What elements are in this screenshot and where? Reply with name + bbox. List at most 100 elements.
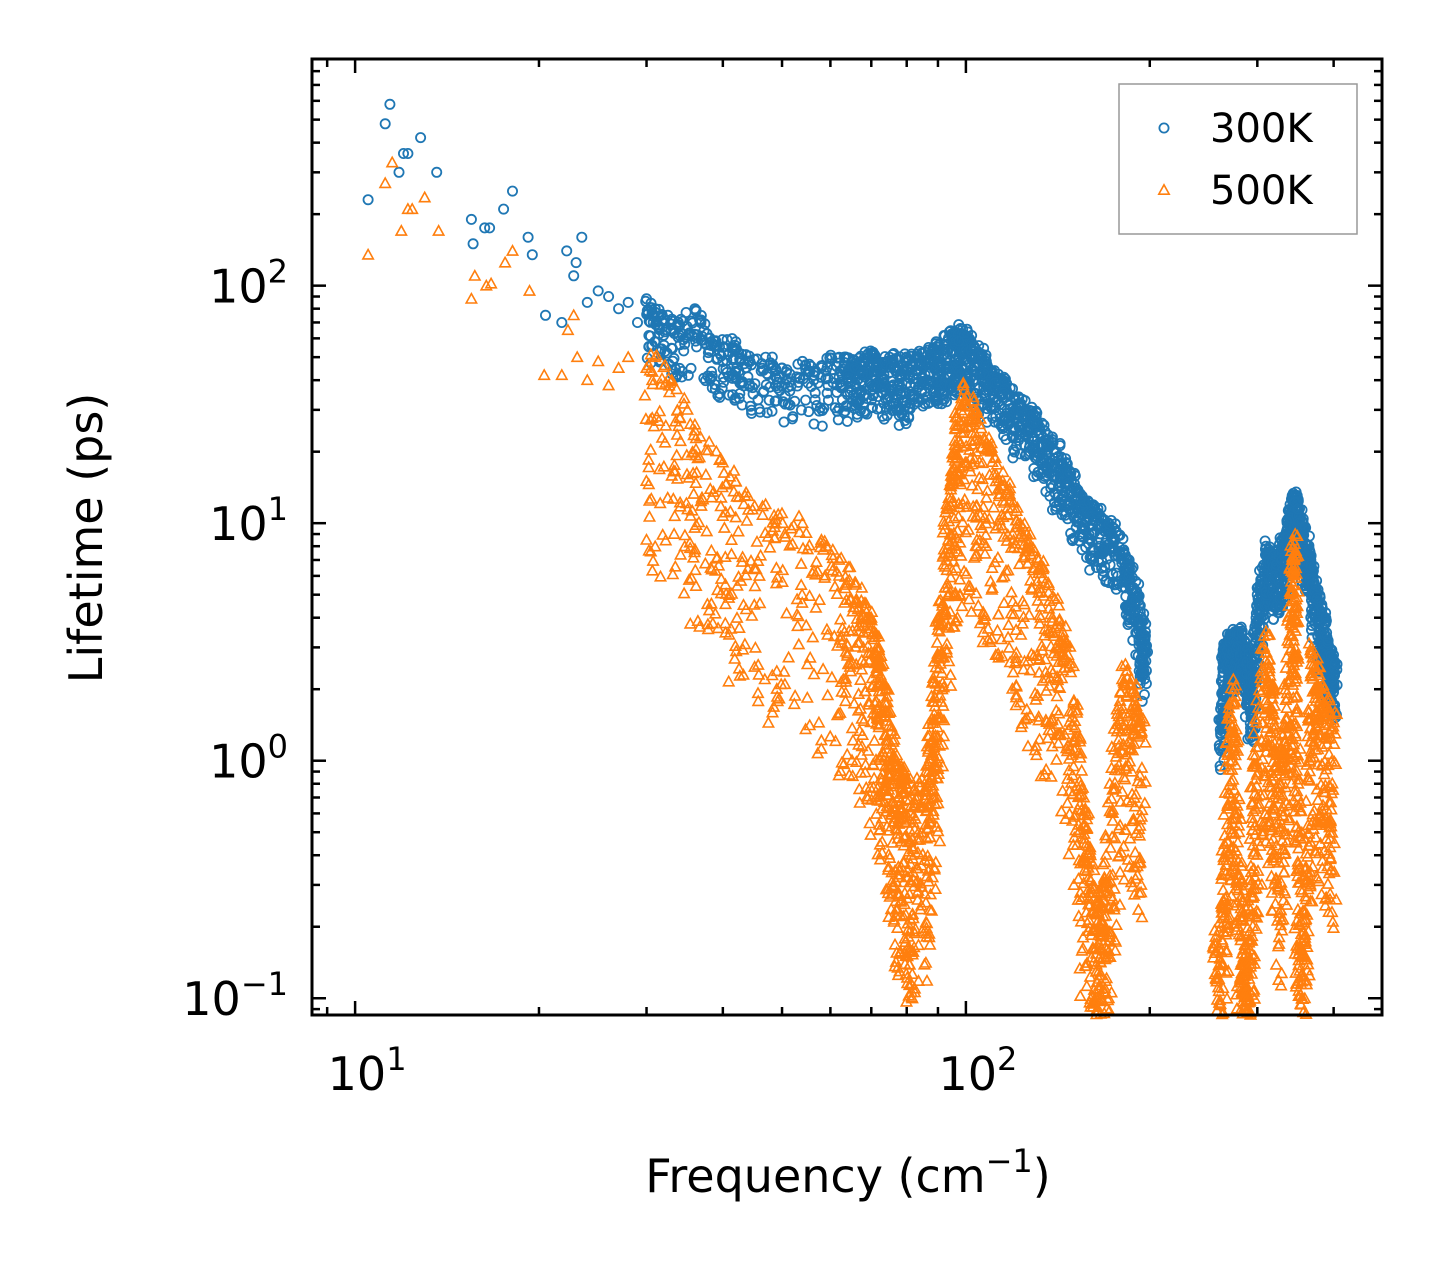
point-500K-320 xyxy=(763,540,777,553)
point-500K-278 xyxy=(729,510,743,523)
point-300K-1269 xyxy=(1049,497,1061,509)
point-300K-1607 xyxy=(1132,605,1144,617)
point-300K-573 xyxy=(878,413,890,425)
point-500K-1756 xyxy=(1080,979,1094,992)
point-300K-467 xyxy=(833,357,845,369)
point-300K-762 xyxy=(923,344,935,356)
point-300K-3 xyxy=(393,166,405,178)
point-500K-8 xyxy=(464,291,478,304)
point-300K-760 xyxy=(919,369,931,381)
point-500K-309 xyxy=(745,609,759,621)
point-300K-700 xyxy=(900,388,912,400)
point-300K-2265 xyxy=(1268,613,1280,625)
point-500K-2137 xyxy=(1135,761,1149,773)
point-300K-523 xyxy=(858,405,870,417)
point-300K-346 xyxy=(776,380,788,392)
point-300K-357 xyxy=(791,371,803,383)
point-500K-684 xyxy=(888,937,902,950)
point-300K-380 xyxy=(809,366,821,378)
point-300K-466 xyxy=(842,369,854,381)
point-300K-964 xyxy=(968,373,980,385)
point-300K-1520 xyxy=(1110,583,1122,595)
point-300K-1414 xyxy=(1080,541,1092,553)
point-300K-740 xyxy=(918,375,930,387)
point-500K-536 xyxy=(867,733,881,746)
point-300K-369 xyxy=(803,406,815,418)
point-300K-1345 xyxy=(1059,509,1071,521)
point-300K-16 xyxy=(540,309,552,321)
point-300K-282 xyxy=(734,353,746,365)
point-300K-378 xyxy=(810,365,822,377)
point-500K-1362 xyxy=(984,574,998,587)
point-300K-1665 xyxy=(1138,689,1150,701)
point-500K-13 xyxy=(505,244,520,256)
point-300K-1478 xyxy=(1100,574,1112,586)
point-500K-471 xyxy=(845,721,859,734)
point-300K-347 xyxy=(787,411,799,423)
point-500K-96 xyxy=(645,563,659,576)
point-300K-5 xyxy=(402,147,414,159)
point-500K-3 xyxy=(394,224,408,236)
point-300K-400 xyxy=(821,387,833,399)
point-300K-508 xyxy=(853,352,865,364)
point-300K-331 xyxy=(766,351,778,363)
point-300K-12 xyxy=(498,203,510,215)
point-300K-201 xyxy=(698,325,710,337)
point-500K-1348 xyxy=(979,539,993,552)
point-300K-945 xyxy=(966,329,978,341)
point-500K-264 xyxy=(722,674,736,687)
point-300K-1470 xyxy=(1109,518,1121,530)
point-300K-943 xyxy=(956,368,968,380)
point-500K-1432 xyxy=(1004,585,1018,598)
point-500K-1075 xyxy=(930,635,944,648)
point-500K-14 xyxy=(522,284,537,296)
point-500K-138 xyxy=(653,404,667,417)
point-300K-176 xyxy=(682,369,694,381)
point-500K-367 xyxy=(800,690,814,703)
point-500K-1733 xyxy=(1073,989,1087,1002)
point-500K-149 xyxy=(667,527,681,540)
point-300K-17 xyxy=(556,316,568,328)
point-300K-1581 xyxy=(1123,569,1135,581)
point-300K-1177 xyxy=(1019,395,1031,407)
point-500K-1350 xyxy=(979,528,993,540)
point-500K-290 xyxy=(740,513,754,526)
point-300K-1339 xyxy=(1069,467,1081,479)
point-500K-302 xyxy=(750,534,764,547)
point-300K-106 xyxy=(643,329,655,341)
point-500K-380 xyxy=(806,630,820,643)
point-300K-1534 xyxy=(1109,550,1121,562)
point-500K-164 xyxy=(670,403,684,416)
point-500K-1377 xyxy=(1002,618,1016,631)
point-300K-1065 xyxy=(980,352,992,364)
point-300K-1033 xyxy=(986,388,998,400)
point-300K-9 xyxy=(467,238,479,250)
point-300K-2133 xyxy=(1251,624,1263,636)
point-500K-927 xyxy=(920,973,934,986)
point-300K-23 xyxy=(592,285,604,297)
point-500K-125 xyxy=(656,528,670,540)
point-300K-1050 xyxy=(980,389,992,401)
point-300K-1301 xyxy=(1045,482,1057,494)
point-500K-1189 xyxy=(943,668,958,680)
point-300K-707 xyxy=(905,360,917,372)
point-300K-1657 xyxy=(1137,628,1149,640)
point-300K-1659 xyxy=(1136,614,1148,626)
point-500K-364 xyxy=(782,650,796,663)
point-300K-302 xyxy=(743,378,755,390)
point-300K-386 xyxy=(822,394,834,406)
point-300K-18 xyxy=(561,245,573,257)
point-300K-1605 xyxy=(1128,582,1140,594)
point-300K-1181 xyxy=(1018,439,1030,451)
point-500K-439 xyxy=(833,612,847,625)
point-500K-12 xyxy=(498,255,512,268)
point-300K-1243 xyxy=(1030,410,1042,422)
point-300K-1240 xyxy=(1028,462,1040,474)
point-300K-1064 xyxy=(978,368,990,380)
point-500K-1416 xyxy=(991,607,1006,620)
point-500K-108 xyxy=(642,477,656,490)
point-300K-207 xyxy=(694,314,706,326)
point-300K-381 xyxy=(803,358,815,370)
point-300K-1596 xyxy=(1121,603,1133,615)
point-300K-1666 xyxy=(1139,626,1151,638)
